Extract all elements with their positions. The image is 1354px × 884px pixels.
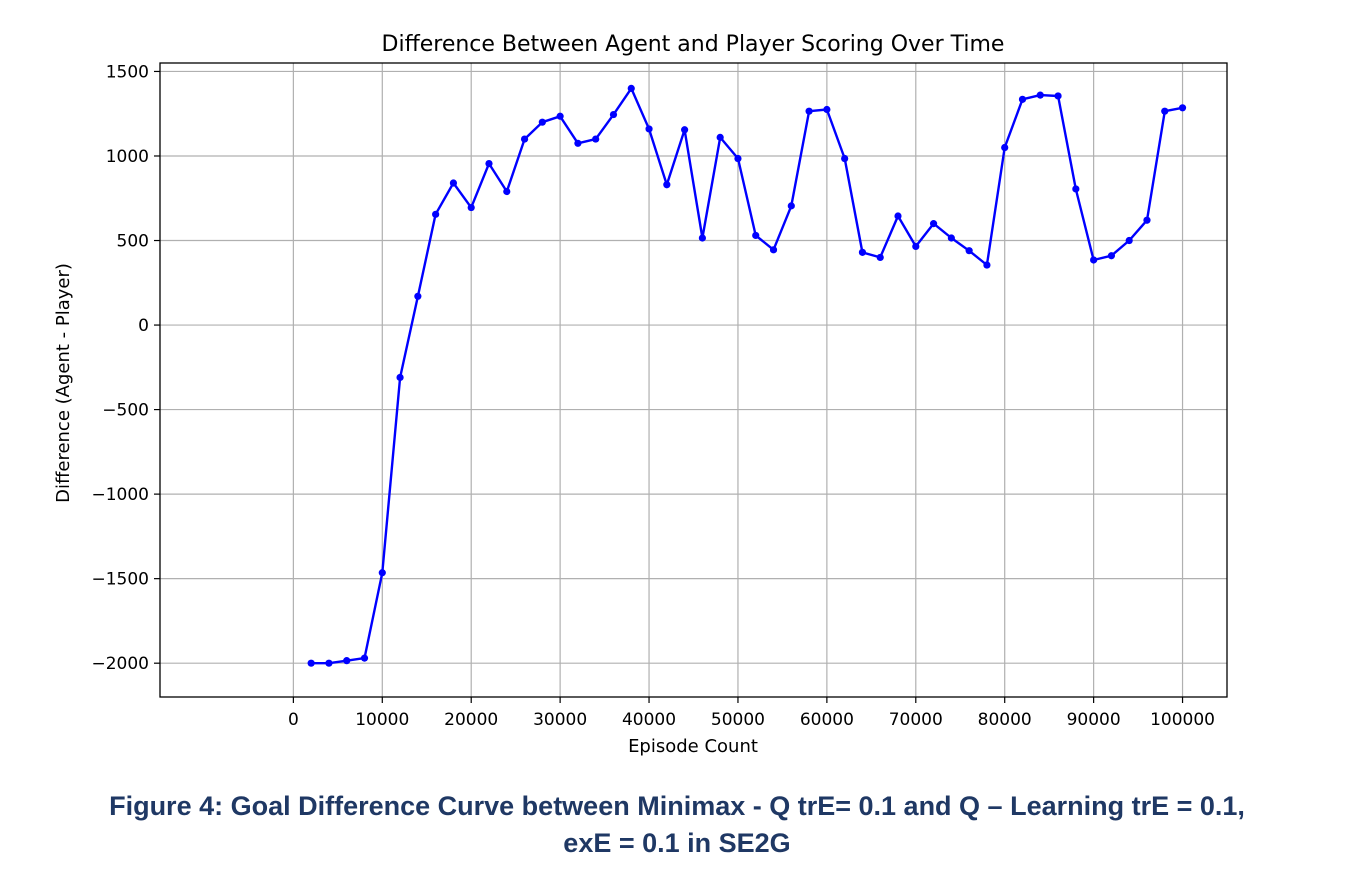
x-axis-label: Episode Count xyxy=(628,736,758,757)
data-point xyxy=(663,181,671,189)
grid xyxy=(160,63,1227,697)
series-line xyxy=(311,87,1183,665)
data-point xyxy=(538,118,546,126)
y-tick-label: 500 xyxy=(117,232,149,252)
y-tick-label: 1500 xyxy=(106,62,149,82)
data-point xyxy=(414,292,422,300)
data-point xyxy=(1143,216,1151,224)
x-tick-label: 0 xyxy=(288,710,299,730)
x-tick-label: 30000 xyxy=(533,710,587,730)
y-tick-label: −500 xyxy=(102,401,149,421)
data-point xyxy=(1178,104,1187,112)
data-point xyxy=(858,248,867,256)
y-axis-ticks: −2000 −1500 −1000 −500 0 500 1000 1500 xyxy=(91,62,160,674)
figure-caption-line-2: exE = 0.1 in SE2G xyxy=(563,828,791,858)
data-point xyxy=(769,246,778,254)
data-point xyxy=(681,126,689,134)
chart-title: Difference Between Agent and Player Scor… xyxy=(382,32,1005,57)
data-point xyxy=(1125,236,1133,245)
data-point xyxy=(520,135,529,143)
data-point xyxy=(912,242,920,251)
data-point xyxy=(432,210,440,218)
x-tick-label: 70000 xyxy=(889,710,943,730)
x-tick-label: 90000 xyxy=(1067,710,1121,730)
y-tick-label: −1000 xyxy=(91,485,149,505)
y-tick-label: −2000 xyxy=(91,654,149,674)
data-point xyxy=(716,133,724,141)
data-point xyxy=(556,112,564,120)
data-point xyxy=(307,659,315,667)
data-point xyxy=(645,125,653,133)
y-tick-label: 1000 xyxy=(106,147,149,167)
data-point xyxy=(1001,143,1009,152)
data-point xyxy=(503,187,511,196)
data-point xyxy=(627,84,635,92)
data-point xyxy=(1054,92,1062,100)
data-point xyxy=(947,234,955,242)
data-point xyxy=(467,203,475,212)
y-tick-label: −1500 xyxy=(91,570,149,590)
x-tick-label: 60000 xyxy=(800,710,854,730)
data-point xyxy=(965,247,973,255)
data-point xyxy=(752,231,760,240)
x-tick-label: 20000 xyxy=(444,710,498,730)
data-point xyxy=(1036,91,1044,99)
data-point xyxy=(1072,185,1080,193)
data-point xyxy=(734,154,742,163)
data-point xyxy=(325,659,333,667)
figure-caption: Figure 4: Goal Difference Curve between … xyxy=(0,788,1354,862)
data-point xyxy=(574,139,582,147)
data-point xyxy=(876,253,884,262)
data-point xyxy=(343,657,351,665)
y-axis-label: Difference (Agent - Player) xyxy=(53,263,74,503)
data-point xyxy=(787,202,795,210)
data-point xyxy=(396,373,404,382)
data-point xyxy=(841,154,849,163)
data-point xyxy=(1161,107,1169,115)
data-point xyxy=(485,159,493,168)
y-tick-label: 0 xyxy=(138,316,149,336)
data-point xyxy=(378,569,386,577)
data-point xyxy=(449,179,458,187)
data-point xyxy=(360,654,369,662)
x-tick-label: 80000 xyxy=(978,710,1032,730)
data-point xyxy=(1107,252,1116,260)
data-point xyxy=(1090,256,1098,264)
x-tick-label: 10000 xyxy=(355,710,409,730)
figure-caption-line-1: Figure 4: Goal Difference Curve between … xyxy=(109,791,1245,821)
data-point xyxy=(805,107,813,115)
line-chart: −2000 −1500 −1000 −500 0 500 1000 1500 0 10000 20… xyxy=(53,32,1228,757)
data-series xyxy=(307,84,1187,667)
data-point xyxy=(698,234,706,242)
x-tick-label: 40000 xyxy=(622,710,676,730)
data-point xyxy=(894,212,902,220)
x-axis-ticks: 0 10000 20000 30000 40000 50000 60000 70000 8000… xyxy=(288,697,1215,730)
data-point xyxy=(983,261,991,269)
plot-area-frame xyxy=(159,62,1228,698)
x-tick-label: 50000 xyxy=(711,710,765,730)
data-point xyxy=(609,110,618,119)
data-point xyxy=(929,220,938,228)
data-point xyxy=(592,135,600,143)
x-tick-label: 100000 xyxy=(1150,710,1215,730)
data-point xyxy=(823,105,831,114)
data-point xyxy=(1018,95,1027,103)
